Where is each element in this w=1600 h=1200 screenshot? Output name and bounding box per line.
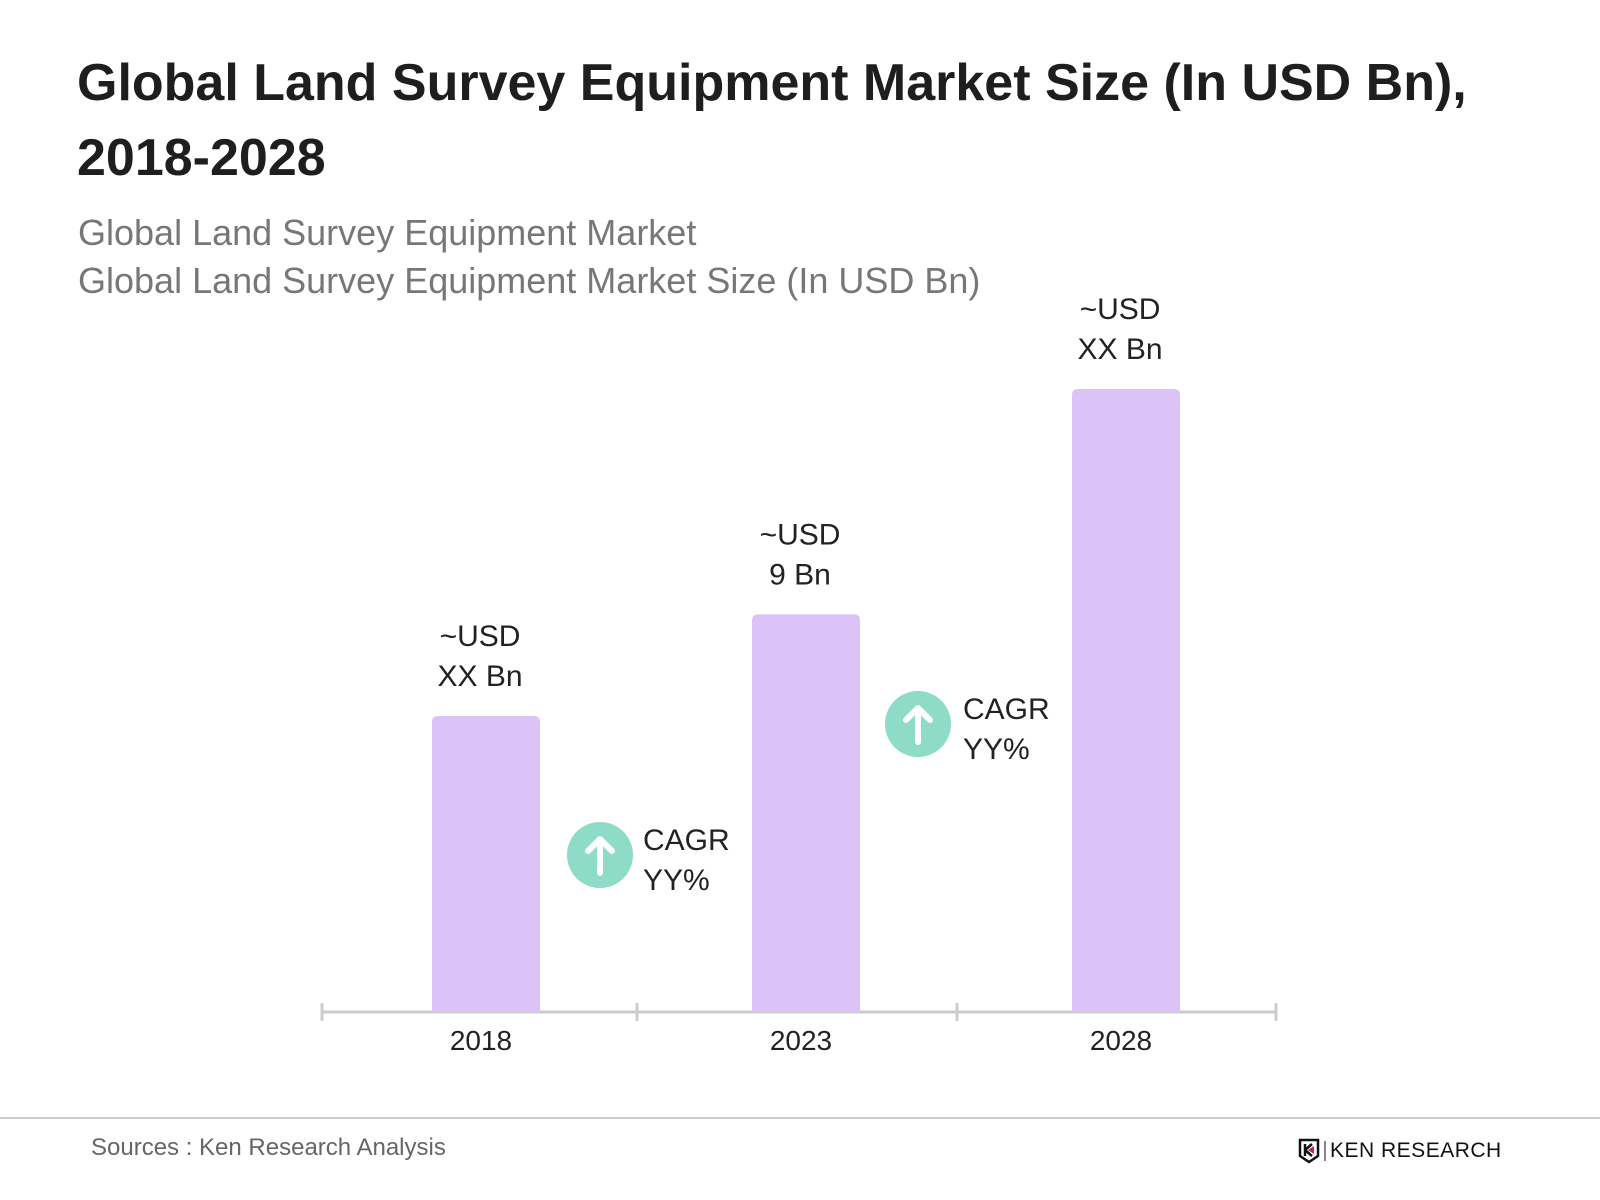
cagr-label-2: CAGR YY% [963,690,1050,770]
ken-logo-icon [1298,1138,1320,1164]
x-tick-label: 2018 [450,1025,512,1056]
cagr-label-text: CAGR [643,824,730,857]
data-label: XX Bn [437,660,522,693]
x-tick-label: 2023 [770,1025,832,1056]
data-label: ~USD [440,620,521,653]
bar-2028 [1072,389,1180,1012]
logo-text: KEN RESEARCH [1330,1139,1502,1162]
bar-2023 [752,614,860,1012]
data-label: 9 Bn [769,558,831,591]
data-label: ~USD [760,518,841,551]
data-label: XX Bn [1077,333,1162,366]
chart-subtitle: Global Land Survey Equipment Market [78,212,697,253]
cagr-label-text: CAGR [963,693,1050,726]
footer-divider [0,1117,1600,1119]
source-note: Sources : Ken Research Analysis [91,1134,446,1161]
cagr-label-1: CAGR YY% [643,821,730,901]
chart-subtitle-2: Global Land Survey Equipment Market Size… [78,260,981,301]
arrow-up-glyph [903,705,933,745]
cagr-value: YY% [643,864,710,897]
chart-title: Global Land Survey Equipment Market Size… [77,54,1467,187]
data-label: ~USD [1080,293,1161,326]
bar-2018 [432,715,540,1012]
cagr-value: YY% [963,733,1030,766]
ken-research-logo: KEN RESEARCH [1298,1138,1502,1164]
x-tick-label: 2028 [1090,1025,1152,1056]
arrow-up-glyph [585,836,615,876]
